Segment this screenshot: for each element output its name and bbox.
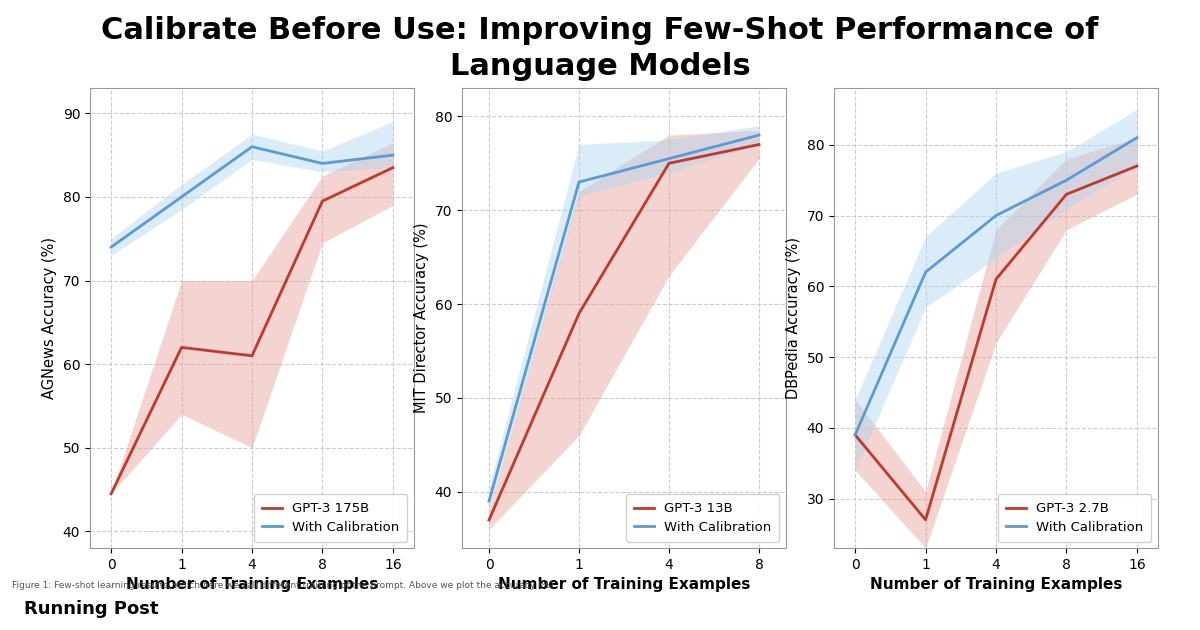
With Calibration <box>662 155 677 163</box>
With Calibration <box>572 178 587 186</box>
Line: GPT-3 175B: GPT-3 175B <box>112 168 392 494</box>
With Calibration <box>385 151 400 159</box>
With Calibration <box>1129 134 1144 142</box>
GPT-3 2.7B <box>1129 163 1144 170</box>
Legend: GPT-3 13B, With Calibration: GPT-3 13B, With Calibration <box>626 495 780 542</box>
X-axis label: Number of Training Examples: Number of Training Examples <box>126 577 378 592</box>
With Calibration <box>482 498 497 505</box>
With Calibration <box>989 212 1003 219</box>
GPT-3 13B <box>482 516 497 524</box>
X-axis label: Number of Training Examples: Number of Training Examples <box>870 577 1122 592</box>
With Calibration <box>918 268 932 276</box>
Line: With Calibration: With Calibration <box>112 147 392 247</box>
With Calibration <box>174 193 188 201</box>
With Calibration <box>104 243 119 251</box>
With Calibration <box>751 131 767 139</box>
Y-axis label: AGNews Accuracy (%): AGNews Accuracy (%) <box>42 237 58 399</box>
GPT-3 2.7B <box>848 431 863 438</box>
GPT-3 175B <box>245 352 259 360</box>
Line: GPT-3 2.7B: GPT-3 2.7B <box>856 166 1136 520</box>
GPT-3 175B <box>316 197 330 205</box>
GPT-3 13B <box>751 140 767 148</box>
X-axis label: Number of Training Examples: Number of Training Examples <box>498 577 750 592</box>
GPT-3 2.7B <box>989 275 1003 283</box>
GPT-3 175B <box>104 490 119 498</box>
GPT-3 13B <box>662 159 677 167</box>
GPT-3 2.7B <box>1060 190 1074 198</box>
Line: GPT-3 13B: GPT-3 13B <box>490 144 760 520</box>
Legend: GPT-3 175B, With Calibration: GPT-3 175B, With Calibration <box>254 495 408 542</box>
GPT-3 2.7B <box>918 516 932 524</box>
Text: Calibrate Before Use: Improving Few-Shot Performance of
Language Models: Calibrate Before Use: Improving Few-Shot… <box>101 16 1099 81</box>
Legend: GPT-3 2.7B, With Calibration: GPT-3 2.7B, With Calibration <box>998 495 1152 542</box>
GPT-3 13B <box>572 310 587 318</box>
Line: With Calibration: With Calibration <box>490 135 760 501</box>
With Calibration <box>848 431 863 438</box>
GPT-3 175B <box>385 164 400 171</box>
With Calibration <box>1060 176 1074 184</box>
Line: With Calibration: With Calibration <box>856 138 1136 435</box>
Y-axis label: DBPedia Accuracy (%): DBPedia Accuracy (%) <box>786 237 802 399</box>
GPT-3 175B <box>174 343 188 351</box>
With Calibration <box>316 159 330 167</box>
Text: Running Post: Running Post <box>24 600 158 618</box>
Text: Figure 1: Few-shot learning results, which here we call different training of th: Figure 1: Few-shot learning results, whi… <box>12 581 553 590</box>
With Calibration <box>245 143 259 151</box>
Y-axis label: MIT Director Accuracy (%): MIT Director Accuracy (%) <box>414 223 430 413</box>
